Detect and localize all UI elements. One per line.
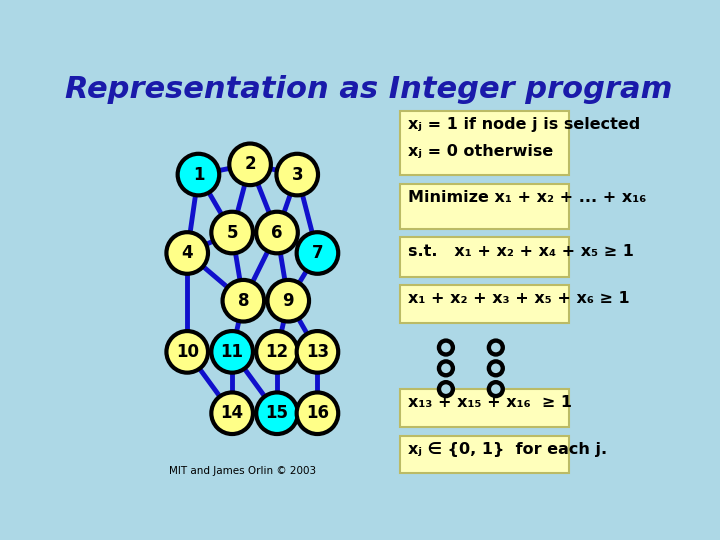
Circle shape [256,212,298,253]
Text: 10: 10 [176,343,199,361]
Circle shape [491,363,500,373]
Circle shape [441,384,451,394]
Circle shape [256,331,298,373]
Text: 8: 8 [238,292,249,310]
Circle shape [212,393,253,434]
Circle shape [487,339,505,357]
Text: 5: 5 [226,224,238,241]
Text: 14: 14 [220,404,243,422]
Text: s.t.   x₁ + x₂ + x₄ + x₅ ≥ 1: s.t. x₁ + x₂ + x₄ + x₅ ≥ 1 [408,244,634,259]
Circle shape [491,343,500,352]
FancyBboxPatch shape [400,111,569,175]
Text: 9: 9 [282,292,294,310]
Circle shape [222,280,264,321]
Circle shape [437,359,455,377]
Circle shape [256,393,298,434]
Circle shape [297,331,338,373]
Text: 6: 6 [271,224,283,241]
Text: 1: 1 [193,166,204,184]
FancyBboxPatch shape [400,238,569,277]
Text: 12: 12 [266,343,289,361]
Text: Minimize x₁ + x₂ + ... + x₁₆: Minimize x₁ + x₂ + ... + x₁₆ [408,191,646,205]
Circle shape [441,343,451,352]
Circle shape [297,232,338,274]
Text: 3: 3 [292,166,303,184]
Text: xⱼ ∈ {0, 1}  for each j.: xⱼ ∈ {0, 1} for each j. [408,442,607,457]
Circle shape [297,393,338,434]
FancyBboxPatch shape [400,436,569,473]
FancyBboxPatch shape [400,184,569,229]
FancyBboxPatch shape [400,285,569,322]
Text: MIT and James Orlin © 2003: MIT and James Orlin © 2003 [169,465,317,476]
Circle shape [276,154,318,195]
Circle shape [212,331,253,373]
Text: 4: 4 [181,244,193,262]
Circle shape [491,384,500,394]
Text: 13: 13 [306,343,329,361]
Circle shape [229,144,271,185]
Circle shape [178,154,219,195]
Text: 11: 11 [220,343,243,361]
Text: 2: 2 [244,156,256,173]
Circle shape [267,280,309,321]
Text: 7: 7 [312,244,323,262]
Circle shape [212,212,253,253]
FancyBboxPatch shape [400,389,569,427]
Text: Representation as Integer program: Representation as Integer program [66,75,672,104]
Circle shape [437,380,455,399]
Circle shape [487,359,505,377]
Circle shape [487,380,505,399]
Text: xⱼ = 0 otherwise: xⱼ = 0 otherwise [408,144,553,159]
Text: x₁ + x₂ + x₃ + x₅ + x₆ ≥ 1: x₁ + x₂ + x₃ + x₅ + x₆ ≥ 1 [408,292,629,306]
Text: xⱼ = 1 if node j is selected: xⱼ = 1 if node j is selected [408,117,640,132]
Text: 15: 15 [266,404,289,422]
Circle shape [437,339,455,357]
Circle shape [166,331,208,373]
Text: 16: 16 [306,404,329,422]
Text: x₁₃ + x₁₅ + x₁₆  ≥ 1: x₁₃ + x₁₅ + x₁₆ ≥ 1 [408,395,572,410]
Circle shape [166,232,208,274]
Circle shape [441,363,451,373]
